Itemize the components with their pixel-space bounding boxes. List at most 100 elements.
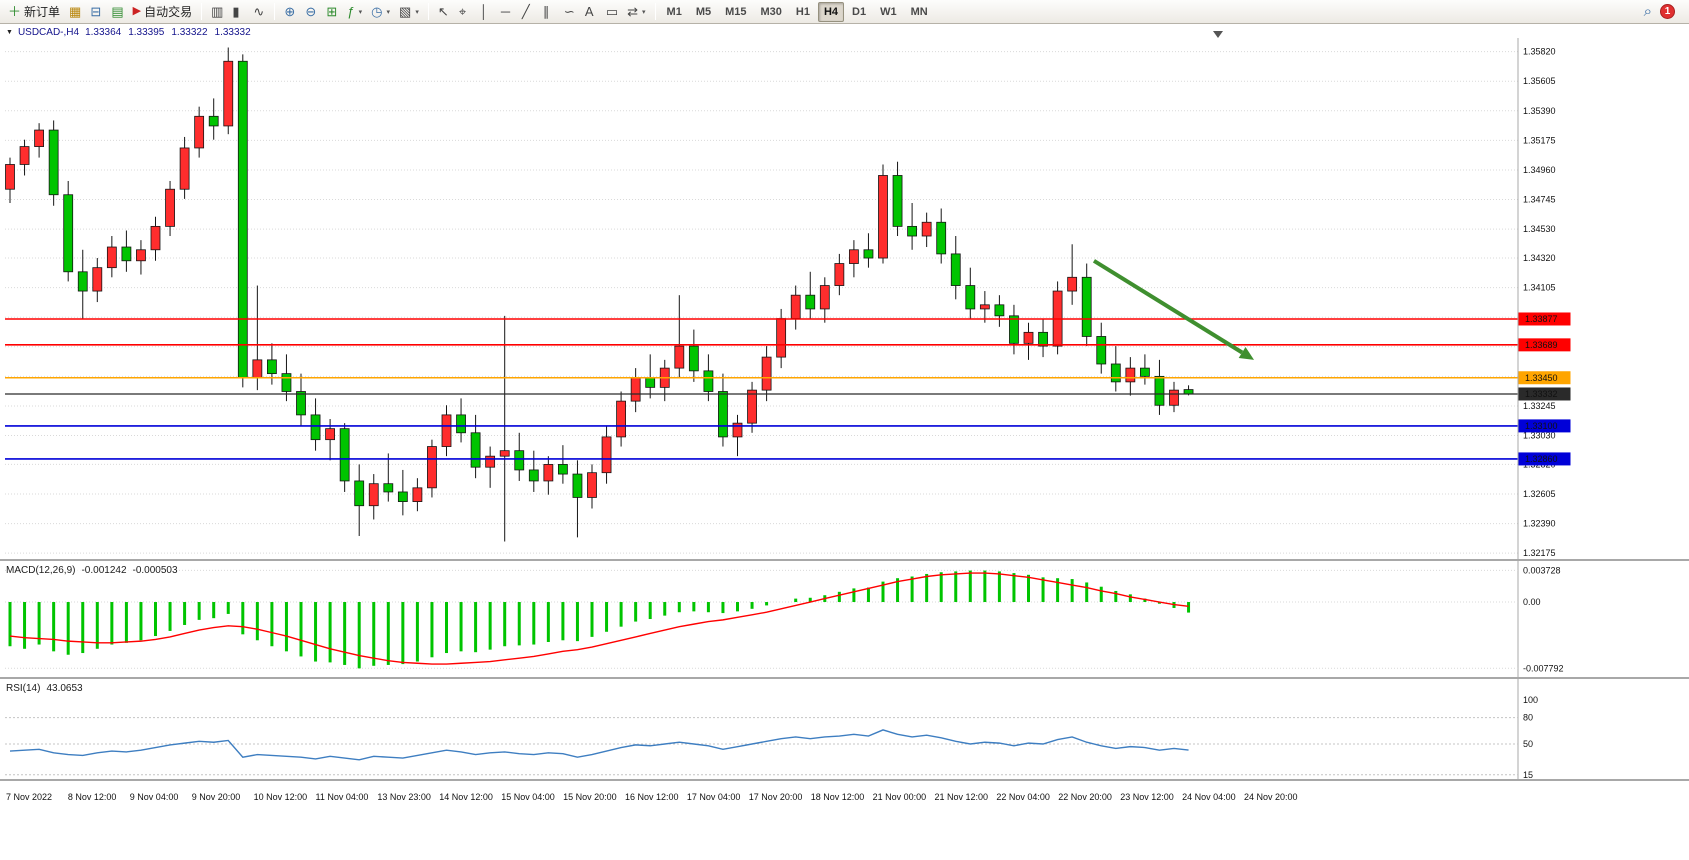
arrows-button[interactable]: ⇄ ▾: [623, 2, 649, 22]
candle-body: [936, 221, 947, 255]
candle-body: [616, 400, 626, 438]
candle-body: [121, 246, 132, 262]
timeframe-m1-button[interactable]: M1: [661, 2, 688, 22]
chart-title: ▼ USDCAD-,H4 1.33364 1.33395 1.33322 1.3…: [6, 27, 251, 38]
candle-body: [281, 373, 292, 392]
text-label-button[interactable]: ▭: [602, 2, 622, 22]
candle-body: [266, 359, 277, 375]
candle-body: [368, 483, 379, 507]
price-marker-1.33689: [1518, 338, 1571, 352]
candle-body: [514, 450, 525, 471]
vertical-line-button[interactable]: │: [476, 2, 496, 22]
timeframe-m5-button[interactable]: M5: [690, 2, 717, 22]
new-order-button[interactable]: ＋ 新订单: [4, 2, 64, 22]
svg-text:1.35175: 1.35175: [1523, 135, 1556, 145]
price-markers: 1.33877 1.33689 1.33450 1.33332 1.33100 1.328…: [1518, 312, 1571, 466]
candle-body: [819, 285, 830, 310]
time-axis-label: 22 Nov 04:00: [996, 792, 1050, 802]
text-button[interactable]: A: [581, 2, 601, 22]
zoom-in-button[interactable]: ⊕: [280, 2, 300, 22]
time-axis-label: 11 Nov 04:00: [316, 792, 369, 802]
indicators-button[interactable]: ƒ ▾: [343, 2, 366, 22]
fibonacci-icon: ∽: [563, 4, 575, 19]
autotrade-button[interactable]: ▶ 自动交易: [129, 2, 196, 22]
bar-chart-icon: ▥: [211, 4, 224, 19]
timeframe-m30-button[interactable]: M30: [755, 2, 788, 22]
line-chart-button[interactable]: ∿: [249, 2, 269, 22]
channel-button[interactable]: ∥: [539, 2, 559, 22]
open-value: 1.33364: [85, 27, 122, 38]
time-axis-label: 8 Nov 12:00: [68, 792, 117, 802]
svg-text:1.33450: 1.33450: [1525, 373, 1558, 383]
candle-body: [1009, 315, 1019, 344]
text-label-icon: ▭: [605, 4, 619, 19]
market-watch-icon: ▦: [69, 4, 82, 19]
text-icon: A: [584, 4, 594, 19]
toolbar: ＋ 新订单 ▦ ⊟ ▤ ▶ 自动交易 ▥ ▮ ∿ ⊕ ⊖ ⊞ ƒ ▾ ◷ ▾ ▧…: [0, 0, 1689, 24]
candle-body: [19, 146, 30, 165]
tile-windows-button[interactable]: ⊞: [322, 2, 342, 22]
time-axis-label: 21 Nov 12:00: [935, 792, 989, 802]
time-axis-label: 15 Nov 04:00: [501, 792, 555, 802]
horizontal-line-button[interactable]: ─: [497, 2, 517, 22]
clock-icon: ◷: [371, 4, 383, 19]
time-axis-label: 7 Nov 2022: [6, 792, 52, 802]
timeframe-w1-button[interactable]: W1: [874, 2, 903, 22]
crosshair-button[interactable]: ⌖: [455, 2, 475, 22]
symbol-timeframe-label: USDCAD-,H4: [17, 27, 80, 38]
svg-text:1.33030: 1.33030: [1523, 431, 1556, 441]
periods-button[interactable]: ◷ ▾: [367, 2, 394, 22]
time-axis-label: 15 Nov 20:00: [563, 792, 617, 802]
candle-body: [878, 175, 888, 259]
data-window-button[interactable]: ▤: [107, 2, 127, 22]
chart-canvas[interactable]: 1.35820 1.35605 1.35390 1.35175 1.34960 1.347…: [0, 24, 1689, 860]
timeframe-h1-button[interactable]: H1: [790, 2, 816, 22]
candle-body: [732, 422, 743, 438]
candle-body: [1110, 363, 1121, 383]
svg-text:15: 15: [1523, 770, 1533, 780]
svg-text:1.35820: 1.35820: [1523, 47, 1556, 57]
cursor-button[interactable]: ↖: [434, 2, 454, 22]
notifications-badge[interactable]: 1: [1660, 4, 1675, 19]
candle-body: [1140, 367, 1150, 377]
trend-arrow[interactable]: [1092, 259, 1255, 360]
price-axis: 1.35820 1.35605 1.35390 1.35175 1.34960 1.347…: [1523, 47, 1556, 559]
candle-body: [470, 432, 481, 468]
bar-chart-button[interactable]: ▥: [207, 2, 227, 22]
templates-button[interactable]: ▧ ▾: [395, 2, 423, 22]
time-axis: 7 Nov 2022 8 Nov 12:00 9 Nov 04:00 9 Nov 20…: [6, 792, 1298, 802]
symbol-dropdown-icon[interactable]: ▼: [6, 29, 13, 36]
svg-text:1.35605: 1.35605: [1523, 76, 1556, 86]
chart-window[interactable]: 1.35820 1.35605 1.35390 1.35175 1.34960 1.347…: [0, 24, 1689, 860]
price-marker-1.33877: [1518, 312, 1571, 326]
candle-body: [950, 253, 961, 286]
candle-body: [892, 175, 903, 227]
search-icon[interactable]: ⌕: [1643, 3, 1652, 20]
macd-signal-value: -0.000503: [132, 565, 178, 576]
rsi-value: 43.0653: [46, 683, 83, 694]
timeframe-m15-button[interactable]: M15: [719, 2, 752, 22]
fibonacci-button[interactable]: ∽: [560, 2, 580, 22]
trendline-button[interactable]: ╱: [518, 2, 538, 22]
svg-text:1.32605: 1.32605: [1523, 489, 1556, 499]
candle-body: [310, 414, 321, 441]
candle-body: [776, 318, 787, 358]
market-watch-button[interactable]: ▦: [65, 2, 85, 22]
candle-body: [572, 473, 583, 498]
candle-body: [296, 391, 306, 416]
svg-text:1.33245: 1.33245: [1523, 401, 1556, 411]
print-button[interactable]: ⊟: [86, 2, 106, 22]
rsi-panel: 100 80 50 15: [5, 695, 1538, 780]
candle-body: [165, 188, 175, 227]
candlestick-chart-icon: ▮: [232, 4, 240, 19]
timeframe-d1-button[interactable]: D1: [846, 2, 872, 22]
timeframe-h4-button[interactable]: H4: [817, 1, 845, 22]
time-axis-label: 24 Nov 04:00: [1182, 792, 1236, 802]
timeframe-mn-button[interactable]: MN: [905, 2, 934, 22]
candlestick-chart-button[interactable]: ▮: [228, 2, 248, 22]
line-chart-icon: ∿: [253, 4, 265, 19]
zoom-in-icon: ⊕: [284, 4, 296, 19]
zoom-out-button[interactable]: ⊖: [301, 2, 321, 22]
timeframe-group: M1 M5 M15 M30 H1 H4 D1 W1 MN: [661, 1, 934, 22]
candle-body: [761, 356, 772, 391]
